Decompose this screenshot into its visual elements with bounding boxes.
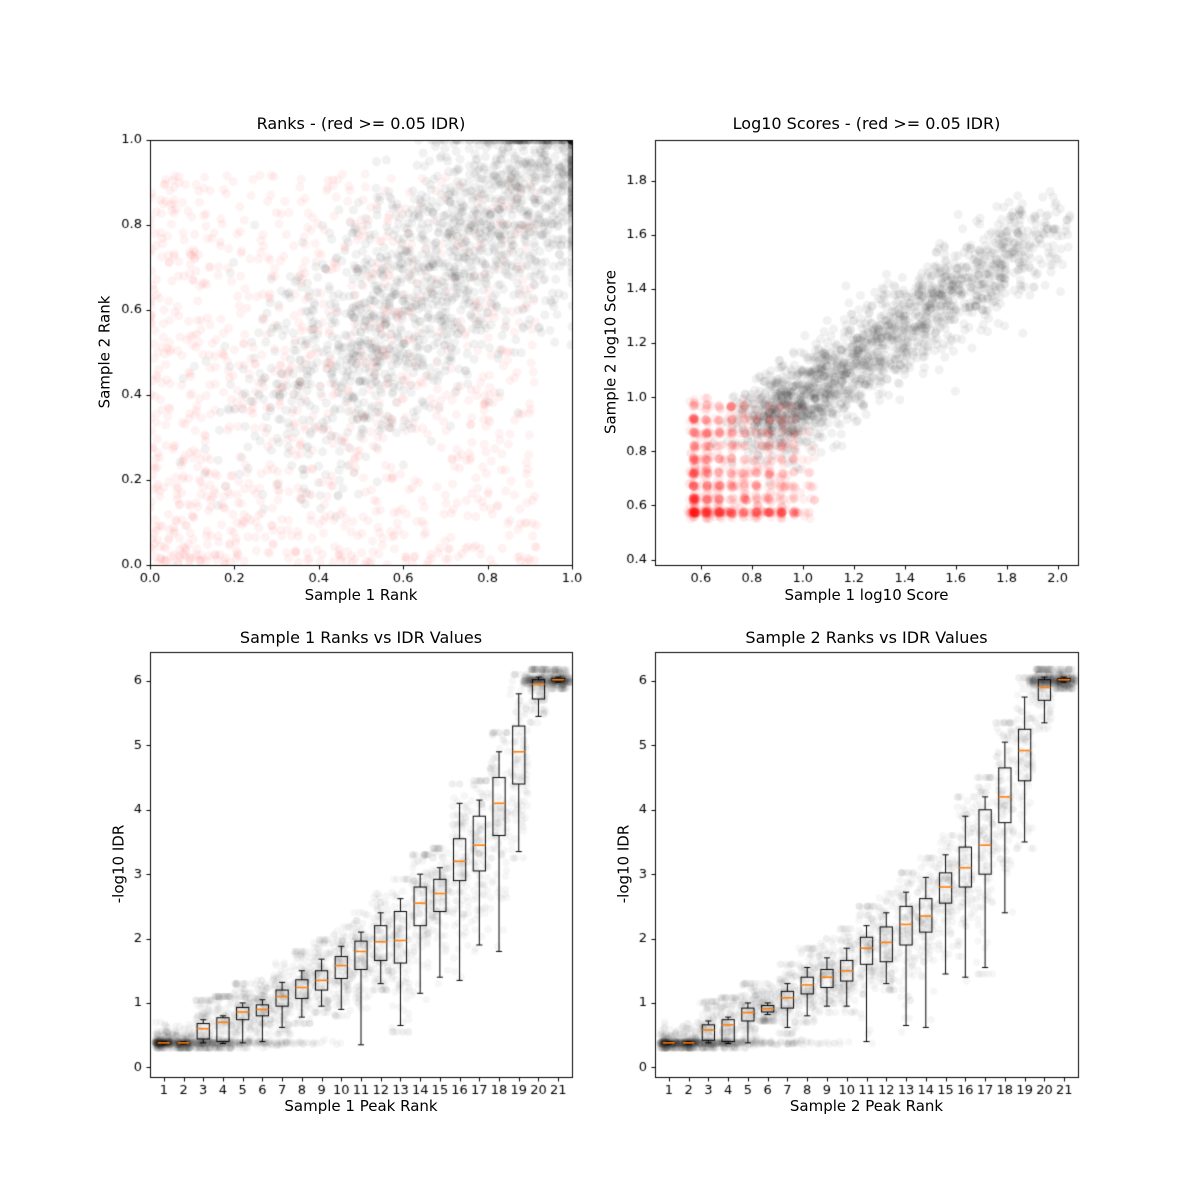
x-axis-label-sample1-boxplot: Sample 1 Peak Rank	[284, 1097, 438, 1115]
sample1-idr-boxplot-canvas	[0, 600, 600, 1200]
ranks-scatter-canvas	[0, 0, 600, 600]
y-axis-label-sample1-boxplot: -log10 IDR	[109, 824, 127, 904]
chart-title-sample2-boxplot: Sample 2 Ranks vs IDR Values	[745, 628, 988, 647]
chart-title-ranks: Ranks - (red >= 0.05 IDR)	[256, 114, 466, 133]
chart-title-log10-scores: Log10 Scores - (red >= 0.05 IDR)	[732, 114, 1001, 133]
x-axis-label-log10-scores: Sample 1 log10 Score	[784, 586, 949, 604]
chart-title-sample1-boxplot: Sample 1 Ranks vs IDR Values	[239, 628, 483, 647]
y-axis-label-sample2-boxplot: -log10 IDR	[614, 824, 632, 904]
x-axis-label-ranks: Sample 1 Rank	[304, 586, 418, 604]
log10-scores-scatter-canvas	[600, 0, 1200, 600]
y-axis-label-log10-scores: Sample 2 log10 Score	[601, 269, 619, 435]
y-axis-label-ranks: Sample 2 Rank	[95, 295, 113, 409]
sample2-idr-boxplot-canvas	[600, 600, 1200, 1200]
x-axis-label-sample2-boxplot: Sample 2 Peak Rank	[789, 1097, 944, 1115]
